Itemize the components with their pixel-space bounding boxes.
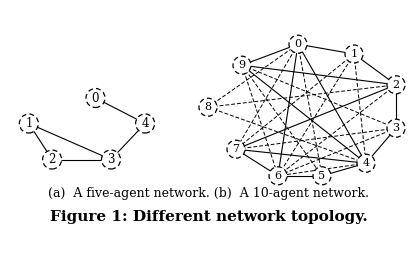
Text: 6: 6 [275, 171, 282, 181]
Text: 2: 2 [393, 80, 400, 90]
Circle shape [19, 114, 38, 133]
Text: 4: 4 [362, 158, 370, 168]
Text: 9: 9 [238, 60, 245, 70]
Circle shape [289, 35, 307, 53]
Circle shape [102, 150, 120, 169]
Text: 3: 3 [393, 123, 400, 133]
Text: 4: 4 [141, 117, 149, 130]
Text: 5: 5 [319, 171, 326, 181]
Circle shape [227, 140, 245, 158]
Circle shape [269, 167, 287, 185]
Circle shape [86, 89, 105, 107]
Text: Figure 1: Different network topology.: Figure 1: Different network topology. [50, 210, 368, 224]
Circle shape [313, 167, 331, 185]
Text: 3: 3 [107, 153, 115, 166]
Circle shape [387, 119, 405, 137]
Circle shape [345, 45, 363, 63]
Circle shape [387, 76, 405, 94]
Text: 8: 8 [204, 102, 212, 112]
Text: 0: 0 [92, 91, 99, 105]
Circle shape [233, 56, 251, 74]
Circle shape [199, 98, 217, 116]
Text: 1: 1 [350, 49, 357, 59]
Circle shape [357, 154, 375, 172]
Text: 7: 7 [232, 144, 240, 154]
Circle shape [135, 114, 155, 133]
Text: 0: 0 [294, 39, 301, 49]
Text: (a)  A five-agent network. (b)  A 10-agent network.: (a) A five-agent network. (b) A 10-agent… [48, 187, 370, 200]
Text: 2: 2 [48, 153, 56, 166]
Text: 1: 1 [25, 117, 33, 130]
Circle shape [43, 150, 61, 169]
